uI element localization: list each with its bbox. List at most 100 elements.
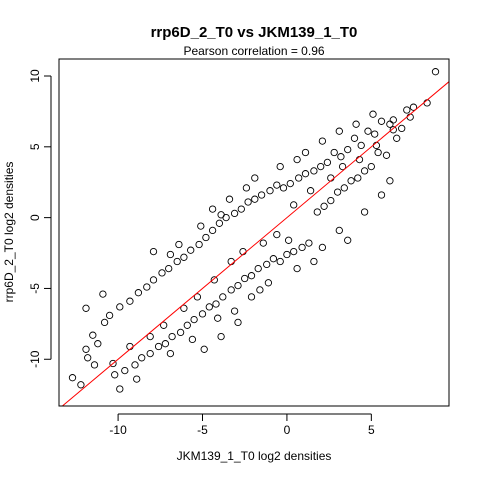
data-point bbox=[340, 184, 348, 192]
data-point bbox=[149, 247, 158, 256]
data-point bbox=[202, 233, 210, 242]
data-point bbox=[386, 177, 394, 185]
data-point bbox=[146, 349, 154, 358]
chart-subtitle: Pearson correlation = 0.96 bbox=[183, 44, 324, 58]
data-point bbox=[183, 321, 191, 329]
data-point bbox=[352, 120, 360, 128]
data-point bbox=[354, 174, 362, 182]
data-point bbox=[217, 332, 225, 341]
data-point bbox=[257, 191, 266, 199]
data-point bbox=[330, 148, 338, 157]
data-point bbox=[251, 174, 259, 182]
data-point bbox=[290, 201, 298, 209]
data-point bbox=[214, 314, 222, 322]
data-point bbox=[313, 208, 321, 216]
data-point bbox=[210, 276, 218, 284]
x-tick-label: 5 bbox=[368, 423, 375, 437]
data-point bbox=[301, 148, 310, 157]
x-tick-label: -5 bbox=[197, 423, 208, 437]
data-point bbox=[241, 274, 249, 283]
data-point bbox=[173, 257, 181, 266]
data-point bbox=[230, 209, 239, 218]
data-point bbox=[276, 257, 284, 266]
data-point bbox=[382, 151, 391, 159]
data-point bbox=[111, 371, 119, 379]
plot-frame bbox=[58, 58, 450, 407]
data-point bbox=[212, 300, 220, 308]
y-tick-label: 10 bbox=[28, 69, 42, 83]
data-point bbox=[295, 174, 303, 182]
data-point bbox=[377, 117, 386, 125]
data-point bbox=[190, 315, 198, 324]
data-point bbox=[146, 332, 154, 341]
data-point bbox=[283, 250, 291, 259]
data-point bbox=[344, 145, 352, 154]
data-point bbox=[273, 230, 281, 239]
x-axis: -10 -5 0 5 bbox=[109, 413, 375, 437]
data-point bbox=[290, 247, 298, 256]
data-point bbox=[293, 264, 301, 273]
data-point bbox=[317, 162, 325, 171]
data-point bbox=[327, 196, 335, 205]
data-point bbox=[386, 120, 394, 128]
data-point bbox=[431, 68, 440, 76]
data-point bbox=[403, 106, 411, 114]
data-point bbox=[176, 328, 185, 337]
data-point bbox=[279, 184, 288, 192]
y-tick-label: 5 bbox=[28, 143, 42, 150]
data-point bbox=[195, 240, 203, 249]
data-point bbox=[89, 331, 97, 339]
data-point bbox=[266, 187, 274, 195]
data-point bbox=[269, 255, 278, 263]
data-point bbox=[369, 110, 377, 118]
data-point bbox=[367, 162, 375, 171]
data-point bbox=[256, 286, 264, 294]
data-point bbox=[234, 281, 242, 290]
data-point bbox=[197, 222, 205, 230]
data-point bbox=[138, 354, 146, 362]
data-point bbox=[198, 310, 207, 318]
data-point bbox=[215, 219, 224, 227]
data-point bbox=[237, 205, 245, 213]
data-point bbox=[219, 293, 227, 301]
data-point bbox=[160, 321, 168, 329]
data-point bbox=[200, 345, 208, 353]
data-point bbox=[166, 250, 175, 259]
data-point bbox=[293, 155, 301, 164]
data-point bbox=[350, 134, 359, 142]
chart-title: rrp6D_2_T0 vs JKM139_1_T0 bbox=[151, 24, 358, 41]
data-point bbox=[90, 361, 99, 369]
data-point bbox=[227, 286, 235, 294]
data-point bbox=[254, 264, 262, 273]
data-point bbox=[126, 297, 134, 305]
data-point bbox=[301, 170, 310, 178]
data-point bbox=[357, 141, 365, 150]
data-point bbox=[143, 283, 151, 291]
data-point bbox=[242, 184, 251, 192]
data-point bbox=[335, 226, 343, 235]
data-point bbox=[244, 198, 252, 206]
data-point bbox=[94, 340, 102, 348]
data-point bbox=[82, 345, 90, 353]
data-point bbox=[263, 260, 271, 269]
x-axis-label: JKM139_1_T0 log2 densities bbox=[177, 449, 332, 463]
data-point bbox=[84, 354, 92, 362]
data-point bbox=[364, 127, 372, 135]
data-point bbox=[193, 293, 202, 301]
data-point bbox=[338, 162, 347, 171]
data-point bbox=[284, 236, 293, 244]
data-point bbox=[208, 205, 217, 213]
data-point bbox=[77, 381, 85, 389]
data-point bbox=[121, 366, 129, 375]
regression-line bbox=[61, 81, 449, 406]
data-point bbox=[187, 246, 195, 254]
data-point bbox=[333, 188, 342, 196]
x-tick-label: 0 bbox=[284, 423, 291, 437]
data-point bbox=[310, 167, 318, 175]
data-point bbox=[180, 304, 188, 312]
data-points bbox=[68, 68, 440, 393]
data-point bbox=[298, 243, 306, 252]
data-point bbox=[99, 290, 107, 298]
data-point bbox=[82, 304, 90, 312]
data-point bbox=[161, 340, 170, 348]
